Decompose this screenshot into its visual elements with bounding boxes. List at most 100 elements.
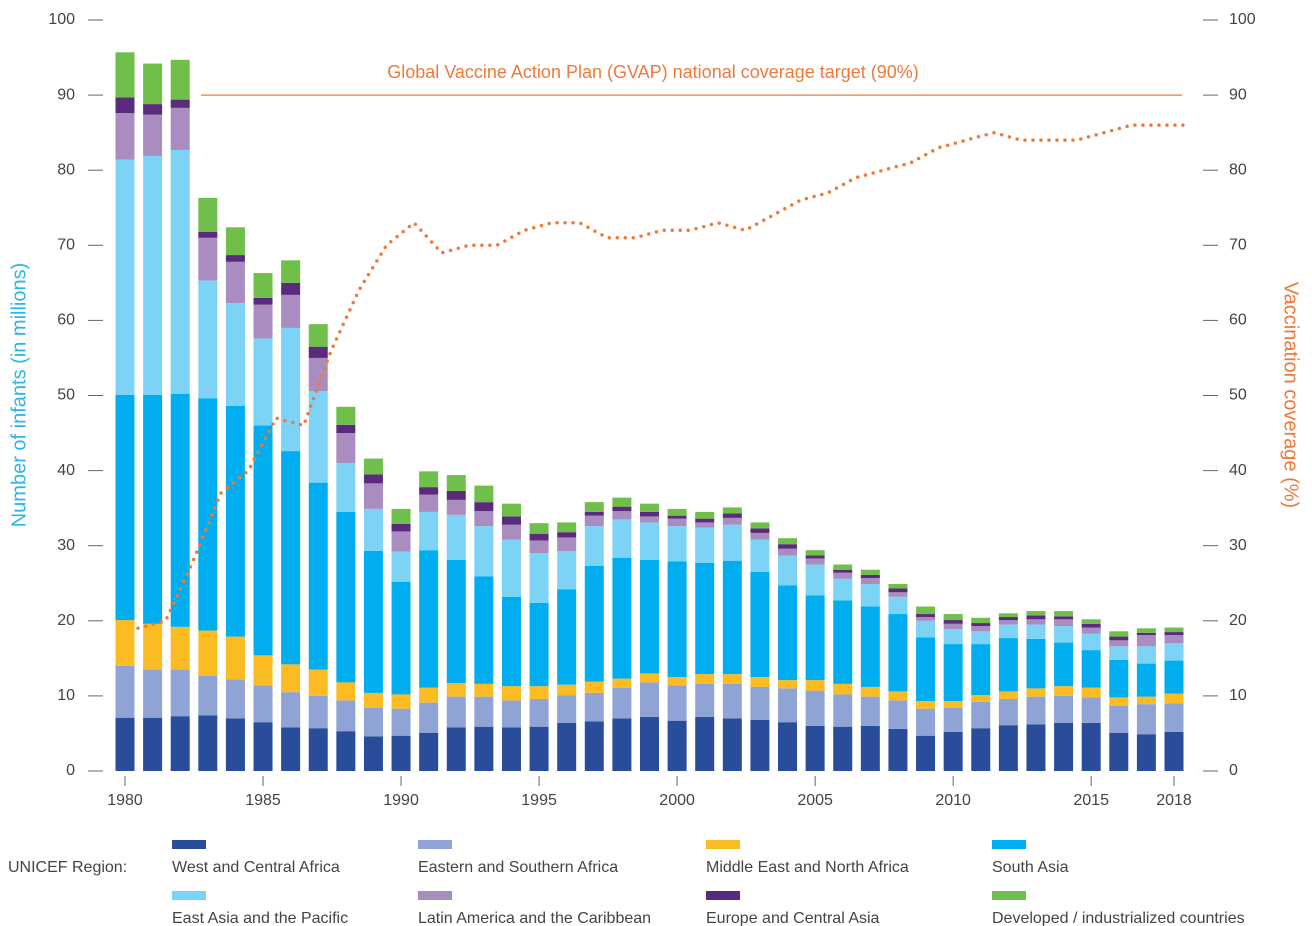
y-tick-label: 70: [57, 237, 75, 254]
bar-segment: [805, 595, 825, 681]
bar-segment: [860, 574, 880, 578]
bar-segment: [998, 617, 1018, 621]
bar-segment: [281, 327, 301, 452]
bar-segment: [1081, 623, 1101, 628]
bar-segment: [750, 539, 770, 572]
bar-segment: [281, 451, 301, 665]
bar-segment: [1164, 731, 1184, 771]
bar-segment: [281, 727, 301, 771]
bar-segment: [529, 533, 549, 541]
bar-segment: [446, 727, 466, 771]
bar-segment: [529, 726, 549, 771]
x-tick-label: 1980: [107, 792, 143, 809]
bar-segment: [888, 700, 908, 729]
bar-segment: [143, 114, 163, 156]
bar-segment: [391, 581, 411, 695]
bar-segment: [971, 631, 991, 645]
bar-segment: [308, 728, 328, 771]
y2-tick-label: 100: [1229, 11, 1256, 28]
bar-segment: [1054, 695, 1074, 723]
bar-segment: [1109, 636, 1129, 641]
bar-segment: [391, 735, 411, 771]
bar-segment: [833, 572, 853, 579]
bar-segment: [860, 606, 880, 687]
bar-segment: [1136, 696, 1156, 705]
bar-segment: [640, 522, 659, 560]
x-tick-label: 2015: [1073, 792, 1109, 809]
bar-segment: [446, 559, 466, 684]
y2-tick-label: 70: [1229, 237, 1247, 254]
bar-segment: [308, 482, 328, 670]
x-tick-label: 1990: [383, 792, 419, 809]
legend-swatch: [172, 891, 206, 900]
legend-label: South Asia: [992, 859, 1069, 876]
bar-segment: [667, 561, 687, 678]
bar-segment: [253, 685, 273, 723]
legend-swatch: [418, 891, 452, 900]
bar-segment: [336, 511, 356, 683]
bar-segment: [584, 502, 604, 512]
bar-segment: [805, 564, 825, 596]
bar-segment: [612, 557, 632, 679]
bar-segment: [860, 569, 880, 575]
bar-segment: [529, 523, 549, 534]
bar-segment: [446, 499, 466, 515]
coverage-line: [136, 123, 1189, 631]
bar-segment: [143, 717, 163, 771]
bar-segment: [695, 674, 715, 684]
bar-segment: [612, 687, 632, 719]
bar-segment: [584, 692, 604, 722]
bar-segment: [778, 548, 798, 556]
bar-segment: [529, 698, 549, 727]
bar-segment: [115, 394, 135, 621]
bar-segment: [253, 425, 273, 656]
y-tick-label: 0: [66, 762, 75, 779]
bar-segment: [860, 725, 880, 771]
bar-segment: [1026, 619, 1046, 625]
bar-segment: [391, 508, 411, 524]
bar-segment: [1081, 619, 1101, 624]
bar-segment: [612, 497, 632, 507]
y2-tick-label: 40: [1229, 462, 1247, 479]
bar-segment: [198, 398, 218, 631]
bar-segment: [998, 624, 1018, 639]
bar-segment: [115, 113, 135, 160]
bar-segment: [943, 620, 963, 624]
bar-segment: [805, 558, 825, 565]
bar-segment: [143, 104, 163, 115]
bar-segment: [888, 584, 908, 589]
bar-segment: [363, 550, 383, 693]
bar-segment: [170, 716, 190, 771]
bar-segment: [1054, 642, 1074, 687]
legend-label: Developed / industrialized countries: [992, 910, 1245, 926]
bar-segment: [722, 560, 742, 675]
bar-segment: [640, 511, 659, 517]
bar-segment: [115, 665, 135, 718]
bar-segment: [557, 550, 577, 590]
bar-segment: [1164, 703, 1184, 732]
bar-segment: [336, 682, 356, 701]
bar-segment: [363, 736, 383, 771]
bar-segment: [1164, 693, 1184, 704]
bar-segment: [778, 722, 798, 771]
bar-segment: [833, 564, 853, 570]
bar-segment: [1026, 611, 1046, 616]
bar-segment: [419, 702, 439, 733]
y2-tick-label: 0: [1229, 762, 1238, 779]
bar-segment: [529, 553, 549, 603]
bar-segment: [391, 531, 411, 552]
bar-segment: [833, 683, 853, 695]
bar-segment: [170, 393, 190, 627]
bar-segment: [943, 614, 963, 621]
bar-segment: [805, 690, 825, 726]
bar-segment: [557, 722, 577, 771]
bar-segment: [308, 357, 328, 391]
bar-segment: [363, 458, 383, 475]
bar-segment: [1054, 611, 1074, 617]
bar-segment: [1026, 688, 1046, 697]
bar-segment: [833, 569, 853, 573]
y2-tick-label: 20: [1229, 612, 1247, 629]
x-tick-label: 2000: [659, 792, 695, 809]
bar-segment: [419, 494, 439, 512]
